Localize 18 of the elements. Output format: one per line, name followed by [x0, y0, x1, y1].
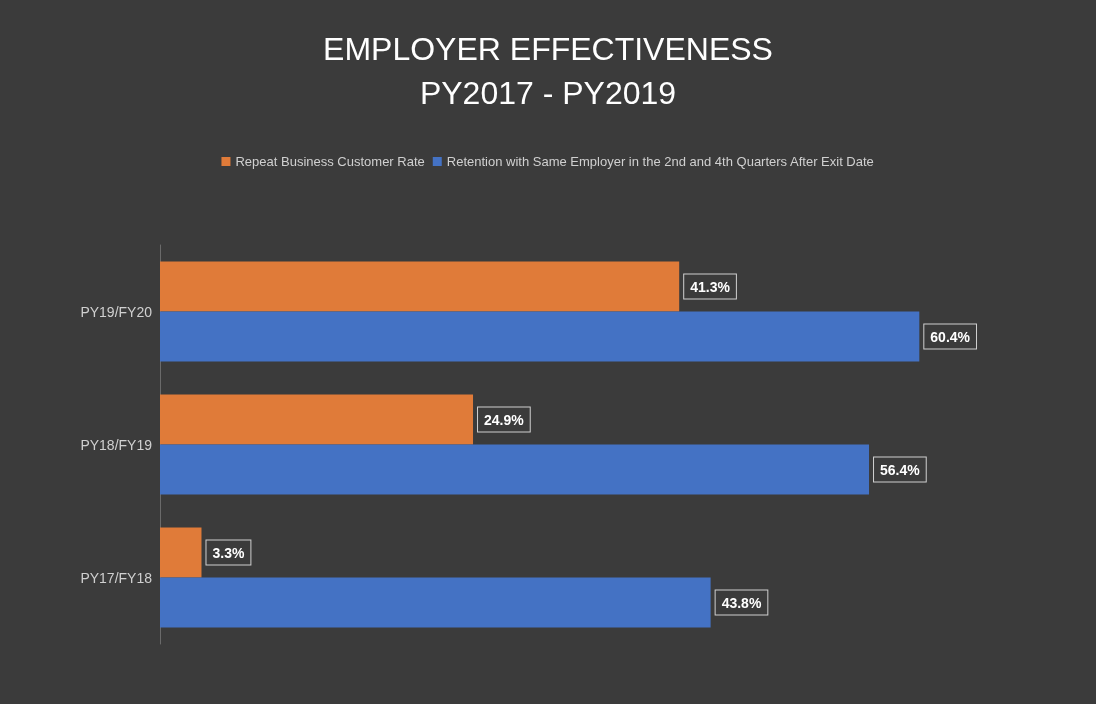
- data-label: 24.9%: [484, 411, 525, 428]
- legend-label: Repeat Business Customer Rate: [235, 154, 425, 169]
- bar: [160, 261, 680, 312]
- data-label: 3.3%: [212, 544, 245, 561]
- bar: [160, 311, 920, 362]
- y-tick-label: PY18/FY19: [80, 436, 153, 453]
- legend-label: Retention with Same Employer in the 2nd and 4th Quarters After Exit Date: [446, 154, 874, 169]
- data-label: 43.8%: [721, 594, 762, 611]
- chart-title: EMPLOYER EFFECTIVENESS PY2017 - PY2019: [323, 31, 773, 111]
- bar: [160, 577, 711, 628]
- y-tick-label: PY19/FY20: [80, 303, 153, 320]
- bar: [160, 444, 870, 495]
- y-tick-label: PY17/FY18: [80, 569, 153, 586]
- bar: [160, 394, 474, 445]
- bar: [160, 527, 202, 578]
- data-label: 41.3%: [690, 278, 731, 295]
- data-label: 56.4%: [880, 461, 921, 478]
- data-label: 60.4%: [930, 328, 971, 345]
